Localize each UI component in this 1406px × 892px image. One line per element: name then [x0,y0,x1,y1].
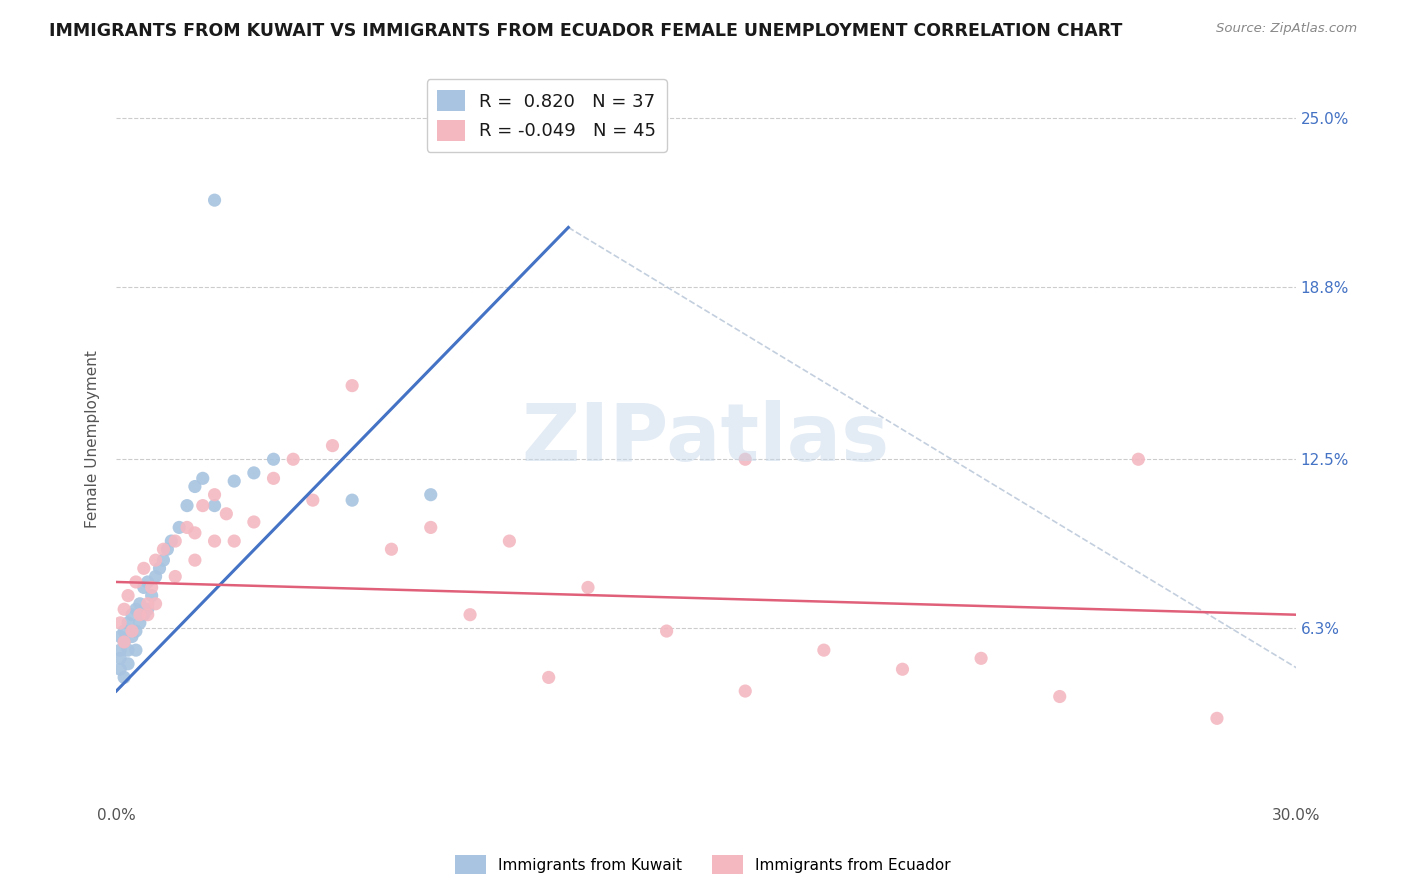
Y-axis label: Female Unemployment: Female Unemployment [86,350,100,528]
Text: Source: ZipAtlas.com: Source: ZipAtlas.com [1216,22,1357,36]
Point [734,452,756,467]
Point [112,635,135,649]
Point [1128,452,1150,467]
Point [1049,690,1071,704]
Point [108,643,131,657]
Text: IMMIGRANTS FROM KUWAIT VS IMMIGRANTS FROM ECUADOR FEMALE UNEMPLOYMENT CORRELATIO: IMMIGRANTS FROM KUWAIT VS IMMIGRANTS FRO… [49,22,1122,40]
Point [125,624,148,638]
Point [204,499,226,513]
Point [340,493,363,508]
Point [108,615,131,630]
Point [184,553,207,567]
Point [184,479,207,493]
Point [321,439,343,453]
Point [970,651,993,665]
Point [156,542,179,557]
Point [152,542,174,557]
Point [136,607,159,622]
Point [176,520,198,534]
Point [152,553,174,567]
Point [125,574,148,589]
Point [380,542,402,557]
Point [145,553,167,567]
Point [136,602,159,616]
Point [498,534,520,549]
Point [132,561,155,575]
Legend: R =  0.820   N = 37, R = -0.049   N = 45: R = 0.820 N = 37, R = -0.049 N = 45 [426,79,666,152]
Point [224,534,246,549]
Point [136,574,159,589]
Point [215,507,238,521]
Point [243,466,266,480]
Point [165,569,187,583]
Point [1206,711,1229,725]
Point [263,452,285,467]
Point [813,643,835,657]
Legend: Immigrants from Kuwait, Immigrants from Ecuador: Immigrants from Kuwait, Immigrants from … [449,849,957,880]
Point [148,561,170,575]
Point [121,607,143,622]
Point [191,499,214,513]
Point [141,581,163,595]
Point [167,520,190,534]
Point [301,493,323,508]
Point [112,624,135,638]
Point [204,534,226,549]
Point [136,597,159,611]
Point [125,602,148,616]
Point [145,597,167,611]
Point [108,662,131,676]
Point [145,569,167,583]
Point [128,597,150,611]
Point [655,624,678,638]
Point [112,635,135,649]
Point [340,378,363,392]
Point [117,643,139,657]
Point [537,670,560,684]
Point [128,607,150,622]
Point [263,471,285,485]
Point [458,607,481,622]
Point [125,643,148,657]
Point [132,581,155,595]
Point [108,630,131,644]
Point [204,488,226,502]
Point [112,602,135,616]
Point [176,499,198,513]
Point [204,193,226,207]
Point [576,581,599,595]
Point [224,474,246,488]
Point [734,684,756,698]
Point [165,534,187,549]
Point [121,630,143,644]
Point [184,525,207,540]
Point [108,651,131,665]
Point [117,615,139,630]
Text: ZIPatlas: ZIPatlas [522,400,890,478]
Point [419,488,441,502]
Point [112,670,135,684]
Point [419,520,441,534]
Point [117,657,139,671]
Point [132,607,155,622]
Point [191,471,214,485]
Point [121,624,143,638]
Point [160,534,183,549]
Point [117,589,139,603]
Point [141,589,163,603]
Point [243,515,266,529]
Point [128,615,150,630]
Point [891,662,914,676]
Point [283,452,305,467]
